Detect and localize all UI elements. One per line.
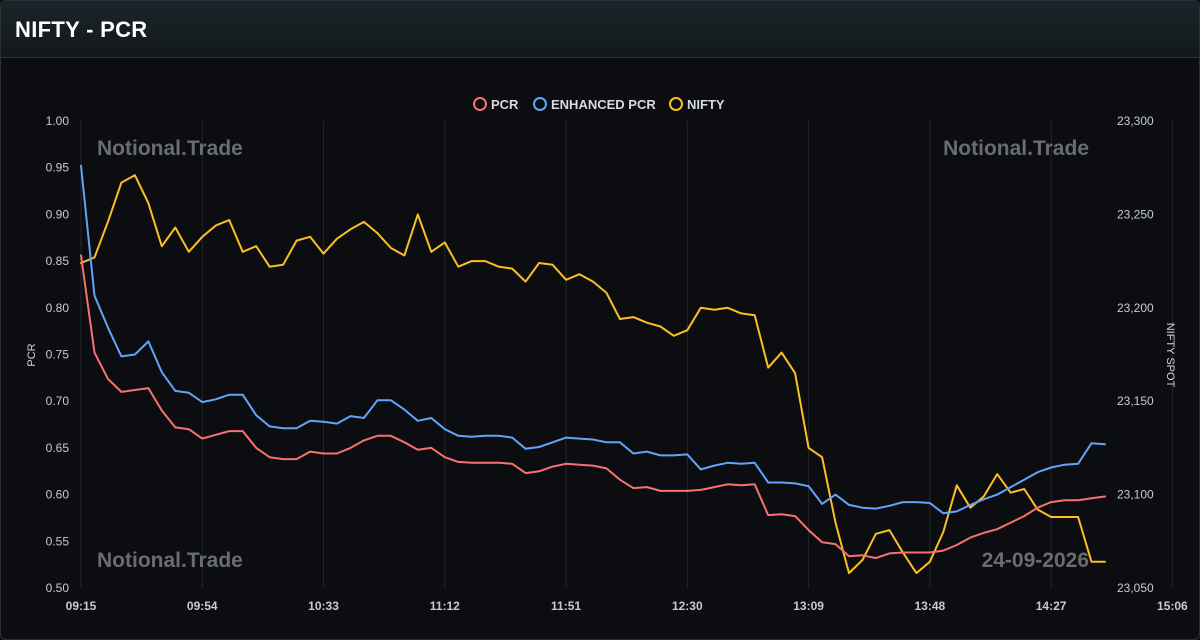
- series-lines: [80, 164, 1106, 575]
- x-tick-label: 10:33: [308, 599, 339, 613]
- pcr-line-chart: Notional.Trade Notional.Trade Notional.T…: [26, 97, 1188, 613]
- x-tick-label: 11:12: [430, 599, 460, 613]
- y-left-tick-label: 0.90: [46, 207, 70, 221]
- y-axis-right: 23,300 23,250 23,200 23,150 23,100 23,050: [1117, 114, 1154, 595]
- y-axis-right-label: NIFTY SPOT: [1164, 323, 1176, 388]
- x-axis: 09:15 09:54 10:33 11:12 11:51 12:30 13:09 13:48…: [66, 599, 1188, 613]
- y-left-tick-label: 0.85: [46, 254, 70, 268]
- legend-item-nifty[interactable]: NIFTY: [669, 97, 725, 112]
- watermark-group: Notional.Trade Notional.Trade Notional.T…: [97, 137, 1089, 572]
- y-left-tick-label: 0.60: [46, 488, 70, 502]
- x-tick-label: 14:27: [1036, 599, 1067, 613]
- y-axis-left-label: PCR: [26, 343, 38, 366]
- y-left-tick-label: 0.70: [46, 394, 70, 408]
- x-tick-label: 13:48: [914, 599, 945, 613]
- series-line-pcr: [80, 254, 1106, 560]
- legend-label: NIFTY: [687, 97, 725, 112]
- watermark-top-left: Notional.Trade: [97, 137, 243, 160]
- legend-label: ENHANCED PCR: [551, 97, 656, 112]
- x-tick-label: 13:09: [793, 599, 824, 613]
- y-left-tick-label: 0.75: [46, 348, 70, 362]
- series-line-nifty: [80, 174, 1106, 575]
- x-tick-label: 09:15: [66, 599, 97, 613]
- y-left-tick-label: 0.50: [46, 581, 70, 595]
- watermark-date: 24-09-2026: [982, 549, 1089, 572]
- y-right-tick-label: 23,200: [1117, 301, 1154, 315]
- legend-marker: [473, 97, 487, 111]
- x-tick-label: 12:30: [672, 599, 703, 613]
- y-left-tick-label: 0.55: [46, 534, 70, 548]
- x-tick-label: 15:06: [1157, 599, 1188, 613]
- x-tick-label: 09:54: [187, 599, 218, 613]
- legend-label: PCR: [491, 97, 519, 112]
- page-title: NIFTY - PCR: [15, 17, 148, 42]
- y-right-tick-label: 23,100: [1117, 488, 1154, 502]
- y-right-tick-label: 23,250: [1117, 207, 1154, 221]
- y-right-tick-label: 23,150: [1117, 394, 1154, 408]
- y-right-tick-label: 23,300: [1117, 114, 1154, 128]
- legend-marker: [533, 97, 547, 111]
- legend-marker: [669, 97, 683, 111]
- x-tick-label: 11:51: [551, 599, 581, 613]
- y-left-tick-label: 1.00: [46, 114, 70, 128]
- y-left-tick-label: 0.95: [46, 161, 70, 175]
- legend-item-pcr[interactable]: PCR: [473, 97, 519, 112]
- chart-grid: [80, 121, 1173, 588]
- legend-item-enhanced-pcr[interactable]: ENHANCED PCR: [533, 97, 656, 112]
- y-left-tick-label: 0.65: [46, 441, 70, 455]
- chart-legend: PCR ENHANCED PCR NIFTY: [473, 97, 725, 112]
- y-axis-left: 1.00 0.95 0.90 0.85 0.80 0.75 0.70 0.65 0.60 0.55…: [46, 114, 70, 595]
- y-right-tick-label: 23,050: [1117, 581, 1154, 595]
- watermark-bottom-left: Notional.Trade: [97, 549, 243, 572]
- watermark-top-right: Notional.Trade: [943, 137, 1089, 160]
- series-line-enhanced-pcr: [80, 164, 1106, 515]
- y-left-tick-label: 0.80: [46, 301, 70, 315]
- panel-header: NIFTY - PCR: [1, 1, 1199, 58]
